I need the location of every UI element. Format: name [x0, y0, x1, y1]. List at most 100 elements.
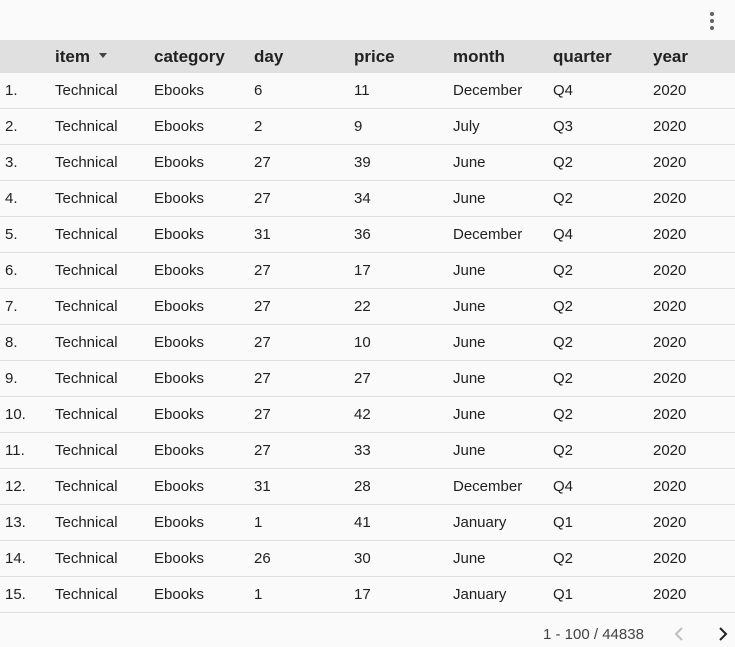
cell-category: Ebooks — [154, 586, 205, 603]
cell-category: Ebooks — [154, 154, 205, 171]
header-year[interactable]: year — [653, 47, 688, 66]
cell-year: 2020 — [653, 298, 687, 315]
cell-month: June — [453, 406, 486, 423]
cell-index: 1. — [5, 82, 18, 99]
cell-category: Ebooks — [154, 298, 205, 315]
table-row[interactable]: 6. Technical Ebooks 27 17 June Q2 2020 — [0, 253, 735, 289]
cell-quarter: Q2 — [553, 334, 574, 351]
table-row[interactable]: 12. Technical Ebooks 31 28 December Q4 2020 — [0, 469, 735, 505]
header-month[interactable]: month — [453, 47, 505, 66]
cell-category: Ebooks — [154, 262, 205, 279]
cell-month: June — [453, 442, 486, 459]
cell-year: 2020 — [653, 226, 687, 243]
cell-index: 4. — [5, 190, 18, 207]
header-category[interactable]: category — [154, 47, 225, 66]
cell-item: Technical — [55, 586, 118, 603]
cell-month: June — [453, 298, 486, 315]
cell-category: Ebooks — [154, 190, 205, 207]
cell-item: Technical — [55, 298, 118, 315]
table-row[interactable]: 11. Technical Ebooks 27 33 June Q2 2020 — [0, 433, 735, 469]
cell-month: January — [453, 514, 507, 531]
cell-quarter: Q2 — [553, 370, 574, 387]
cell-day: 27 — [254, 406, 271, 423]
header-quarter[interactable]: quarter — [553, 47, 612, 66]
cell-item: Technical — [55, 370, 118, 387]
cell-item: Technical — [55, 550, 118, 567]
cell-day: 27 — [254, 334, 271, 351]
cell-index: 15. — [5, 586, 26, 603]
cell-item: Technical — [55, 442, 118, 459]
pagination-bar: 1 - 100 / 44838 — [0, 616, 735, 646]
header-day[interactable]: day — [254, 47, 284, 66]
cell-month: December — [453, 226, 523, 243]
table-row[interactable]: 7. Technical Ebooks 27 22 June Q2 2020 — [0, 289, 735, 325]
cell-price: 33 — [354, 442, 371, 459]
cell-index: 8. — [5, 334, 18, 351]
cell-category: Ebooks — [154, 118, 205, 135]
table-row[interactable]: 15. Technical Ebooks 1 17 January Q1 2020 — [0, 577, 735, 613]
cell-year: 2020 — [653, 154, 687, 171]
cell-price: 39 — [354, 154, 371, 171]
cell-year: 2020 — [653, 118, 687, 135]
table-row[interactable]: 2. Technical Ebooks 2 9 July Q3 2020 — [0, 109, 735, 145]
header-item[interactable]: item — [55, 40, 107, 73]
cell-day: 31 — [254, 226, 271, 243]
cell-price: 22 — [354, 298, 371, 315]
cell-index: 11. — [5, 442, 25, 459]
cell-price: 34 — [354, 190, 371, 207]
pagination-range: 1 - 100 / 44838 — [543, 626, 644, 643]
cell-price: 42 — [354, 406, 371, 423]
cell-year: 2020 — [653, 406, 687, 423]
cell-day: 6 — [254, 82, 263, 99]
cell-item: Technical — [55, 478, 118, 495]
sort-descending-icon[interactable] — [98, 53, 107, 59]
cell-category: Ebooks — [154, 442, 205, 459]
table-row[interactable]: 3. Technical Ebooks 27 39 June Q2 2020 — [0, 145, 735, 181]
cell-category: Ebooks — [154, 82, 205, 99]
cell-category: Ebooks — [154, 226, 205, 243]
data-table: item category day price month quarter ye… — [0, 40, 735, 613]
cell-day: 2 — [254, 118, 263, 135]
cell-year: 2020 — [653, 334, 687, 351]
cell-quarter: Q1 — [553, 514, 574, 531]
more-vert-icon[interactable] — [702, 8, 722, 34]
cell-year: 2020 — [653, 586, 687, 603]
cell-item: Technical — [55, 82, 118, 99]
cell-index: 7. — [5, 298, 18, 315]
table-row[interactable]: 14. Technical Ebooks 26 30 June Q2 2020 — [0, 541, 735, 577]
cell-year: 2020 — [653, 262, 687, 279]
cell-index: 14. — [5, 550, 26, 567]
cell-category: Ebooks — [154, 370, 205, 387]
cell-day: 1 — [254, 586, 263, 603]
table-row[interactable]: 10. Technical Ebooks 27 42 June Q2 2020 — [0, 397, 735, 433]
cell-price: 9 — [354, 118, 363, 135]
cell-quarter: Q2 — [553, 262, 574, 279]
cell-price: 41 — [354, 514, 371, 531]
chevron-right-icon[interactable] — [715, 626, 731, 642]
cell-day: 27 — [254, 262, 271, 279]
header-price[interactable]: price — [354, 47, 395, 66]
cell-month: June — [453, 370, 486, 387]
table-row[interactable]: 4. Technical Ebooks 27 34 June Q2 2020 — [0, 181, 735, 217]
table-row[interactable]: 8. Technical Ebooks 27 10 June Q2 2020 — [0, 325, 735, 361]
table-row[interactable]: 13. Technical Ebooks 1 41 January Q1 2020 — [0, 505, 735, 541]
table-row[interactable]: 9. Technical Ebooks 27 27 June Q2 2020 — [0, 361, 735, 397]
cell-quarter: Q3 — [553, 118, 574, 135]
cell-year: 2020 — [653, 514, 687, 531]
cell-year: 2020 — [653, 370, 687, 387]
cell-category: Ebooks — [154, 514, 205, 531]
table-row[interactable]: 1. Technical Ebooks 6 11 December Q4 2020 — [0, 73, 735, 109]
chevron-left-icon[interactable] — [671, 626, 687, 642]
table-row[interactable]: 5. Technical Ebooks 31 36 December Q4 2020 — [0, 217, 735, 253]
kebab-dot — [710, 19, 714, 23]
cell-item: Technical — [55, 262, 118, 279]
cell-month: June — [453, 190, 486, 207]
cell-quarter: Q2 — [553, 406, 574, 423]
cell-month: June — [453, 154, 486, 171]
cell-category: Ebooks — [154, 406, 205, 423]
cell-month: June — [453, 334, 486, 351]
cell-day: 27 — [254, 298, 271, 315]
cell-item: Technical — [55, 514, 118, 531]
cell-price: 17 — [354, 586, 371, 603]
cell-month: June — [453, 550, 486, 567]
